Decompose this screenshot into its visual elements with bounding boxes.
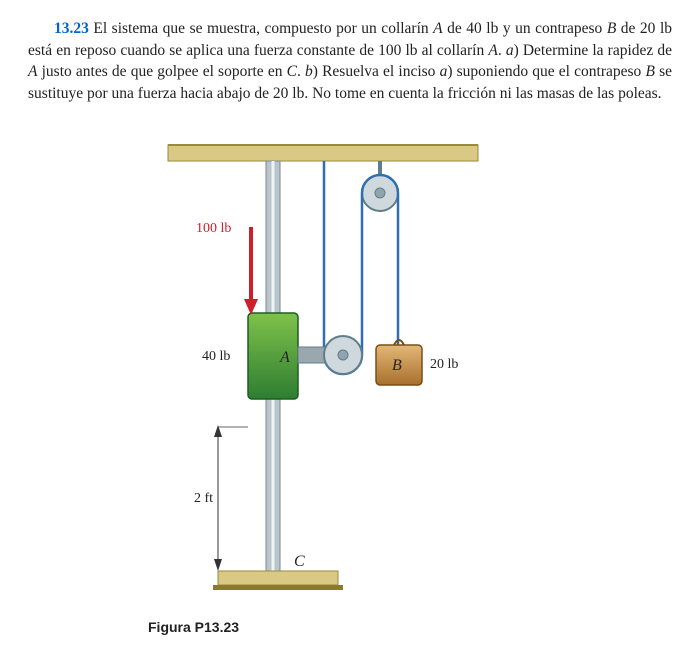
force-label: 100 lb (196, 221, 231, 237)
txt: . (498, 42, 506, 59)
counter-letter: B (392, 357, 402, 375)
figure-diagram: 100 lb 40 lb A B 20 lb 2 ft C (148, 135, 508, 615)
txt: El sistema que se muestra, compuesto por… (93, 20, 433, 37)
txt: ) Determine la rapidez de (514, 42, 672, 59)
part-b: b (305, 63, 313, 80)
distance-label: 2 ft (194, 491, 213, 507)
var-C: C (287, 63, 297, 80)
collar-letter: A (280, 349, 290, 367)
problem-number: 13.23 (54, 20, 89, 37)
txt: ) suponiendo que el contrapeso (447, 63, 645, 80)
var-B: B (645, 63, 654, 80)
collar-weight-label: 40 lb (202, 349, 230, 365)
txt: ) Resuelva el inciso (313, 63, 440, 80)
var-A: A (488, 42, 497, 59)
figure-caption: Figura P13.23 (148, 619, 672, 635)
problem-statement: 13.23 El sistema que se muestra, compues… (28, 18, 672, 105)
var-A: A (433, 20, 442, 37)
var-B: B (607, 20, 616, 37)
txt: justo antes de que golpee el soporte en (37, 63, 286, 80)
part-a: a (506, 42, 514, 59)
txt: de 40 lb y un contrapeso (443, 20, 607, 37)
counter-weight-label: 20 lb (430, 357, 458, 373)
support-letter: C (294, 553, 305, 571)
txt: . (297, 63, 305, 80)
